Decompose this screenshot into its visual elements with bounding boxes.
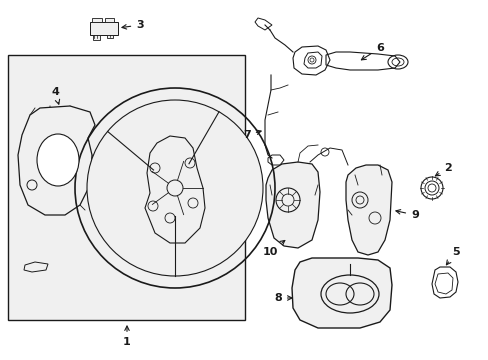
Polygon shape: [145, 136, 204, 243]
Circle shape: [167, 180, 183, 196]
Text: 1: 1: [123, 326, 131, 347]
Polygon shape: [93, 35, 100, 40]
Text: 7: 7: [243, 130, 261, 140]
Polygon shape: [90, 22, 118, 35]
Polygon shape: [105, 18, 114, 22]
Text: 9: 9: [395, 210, 418, 220]
Circle shape: [87, 100, 263, 276]
Polygon shape: [92, 18, 102, 22]
Polygon shape: [18, 106, 95, 215]
Polygon shape: [291, 258, 391, 328]
Text: 2: 2: [434, 163, 451, 176]
Polygon shape: [24, 262, 48, 272]
Polygon shape: [107, 35, 113, 38]
Ellipse shape: [37, 134, 79, 186]
Text: 6: 6: [361, 43, 383, 60]
Text: 3: 3: [122, 20, 143, 30]
Text: 5: 5: [446, 247, 459, 265]
Bar: [8, 55, 244, 320]
Polygon shape: [346, 165, 391, 255]
Polygon shape: [265, 162, 319, 248]
Text: 10: 10: [262, 240, 284, 257]
Text: 4: 4: [51, 87, 60, 104]
Text: 8: 8: [274, 293, 291, 303]
